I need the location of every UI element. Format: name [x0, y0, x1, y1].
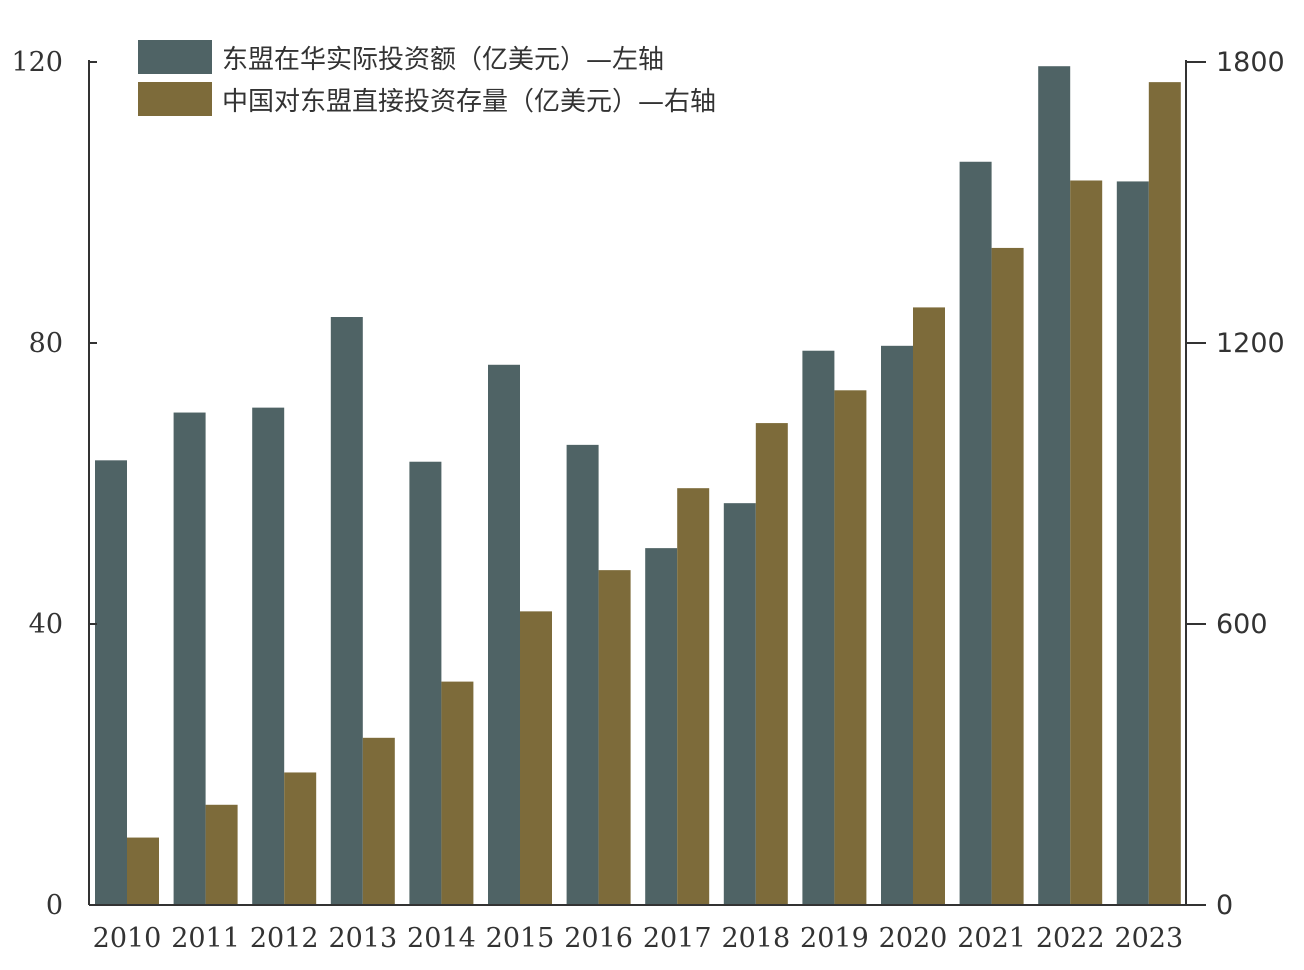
x-tick-label-2022: 2022	[1036, 923, 1105, 954]
bar-china-2012	[284, 772, 317, 905]
right-tick-label-0: 0	[1216, 890, 1233, 921]
bar-china-2020	[913, 307, 945, 905]
x-tick-label-2017: 2017	[643, 923, 712, 954]
bar-asean-2019	[802, 350, 835, 905]
bar-china-2014	[441, 681, 474, 905]
left-tick-label-0: 0	[46, 890, 63, 921]
bar-asean-2020	[881, 345, 913, 905]
x-tick-label-2020: 2020	[879, 923, 948, 954]
legend: 东盟在华实际投资额（亿美元）—左轴 中国对东盟直接投资存量（亿美元）—右轴	[138, 40, 716, 117]
x-tick-label-2014: 2014	[407, 923, 476, 954]
x-tick-label-2012: 2012	[250, 923, 319, 954]
bar-asean-2010	[95, 460, 127, 905]
bar-china-2018	[755, 423, 788, 905]
x-tick-label-2015: 2015	[486, 923, 555, 954]
bar-china-2015	[520, 611, 552, 905]
bar-asean-2021	[959, 161, 992, 905]
bar-asean-2011	[173, 412, 206, 905]
bar-china-2021	[991, 247, 1024, 905]
x-tick-label-2023: 2023	[1114, 923, 1183, 954]
x-tick-label-2018: 2018	[721, 923, 790, 954]
bar-china-2017	[677, 488, 710, 905]
right-tick-label-1800: 1800	[1216, 47, 1285, 78]
x-tick-label-2019: 2019	[800, 923, 869, 954]
bar-china-2011	[205, 804, 238, 905]
bar-asean-2015	[488, 364, 520, 906]
left-tick-label-40: 40	[29, 609, 63, 640]
bar-asean-2016	[566, 444, 599, 905]
bar-china-2010	[127, 837, 159, 905]
bar-china-2016	[598, 570, 631, 905]
x-tick-label-2016: 2016	[564, 923, 633, 954]
legend-label-asean-investment: 东盟在华实际投资额（亿美元）—左轴	[222, 45, 664, 75]
bar-asean-2017	[645, 548, 678, 905]
bar-asean-2022	[1038, 66, 1071, 906]
right-tick-label-600: 600	[1216, 609, 1268, 640]
bar-china-2022	[1070, 180, 1103, 905]
x-tick-label-2010: 2010	[93, 923, 162, 954]
bar-asean-2014	[409, 461, 442, 905]
legend-swatch-asean-investment	[138, 40, 212, 74]
bar-china-2019	[834, 390, 867, 906]
legend-swatch-china-investment-stock	[138, 82, 212, 116]
x-tick-label-2011: 2011	[171, 923, 240, 954]
bar-asean-2013	[330, 317, 363, 905]
bar-asean-2012	[252, 407, 285, 905]
left-tick-label-120: 120	[11, 47, 63, 78]
bar-asean-2018	[723, 503, 756, 905]
bar-china-2013	[362, 737, 395, 905]
bar-china-2023	[1148, 82, 1181, 906]
legend-label-china-investment-stock: 中国对东盟直接投资存量（亿美元）—右轴	[222, 87, 716, 117]
x-tick-label-2021: 2021	[957, 923, 1026, 954]
bars-layer	[95, 66, 1181, 906]
right-tick-label-1200: 1200	[1216, 328, 1285, 359]
bar-asean-2023	[1116, 181, 1149, 906]
x-tick-label-2013: 2013	[328, 923, 397, 954]
left-tick-label-80: 80	[29, 328, 63, 359]
